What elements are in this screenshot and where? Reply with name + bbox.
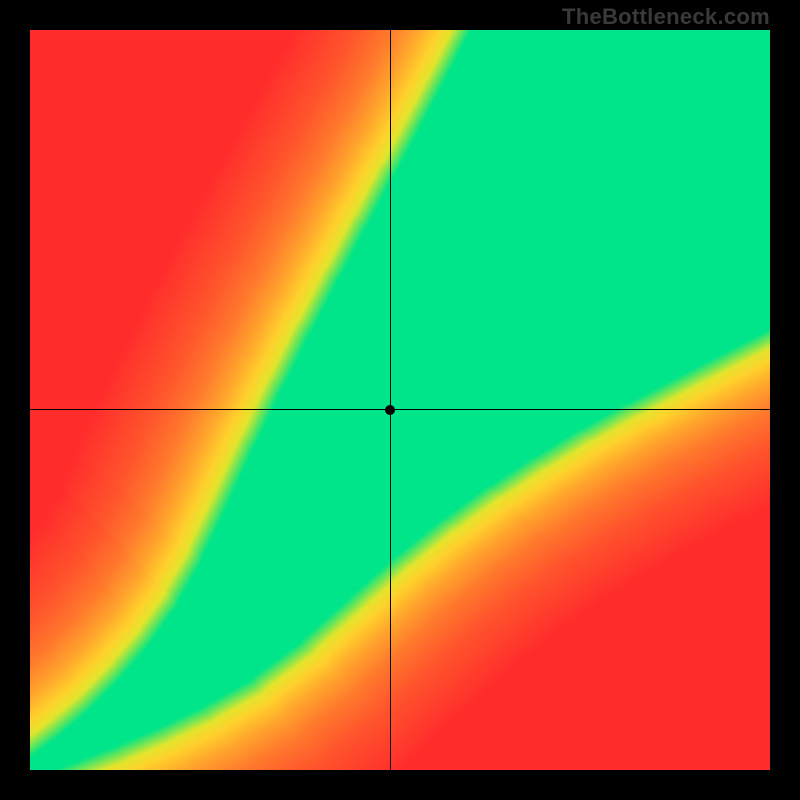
crosshair-horizontal <box>30 409 770 410</box>
crosshair-vertical <box>390 30 391 770</box>
chart-container: TheBottleneck.com <box>0 0 800 800</box>
heatmap-plot <box>30 30 770 770</box>
heatmap-canvas <box>30 30 770 770</box>
crosshair-marker <box>385 405 395 415</box>
watermark-text: TheBottleneck.com <box>562 4 770 30</box>
